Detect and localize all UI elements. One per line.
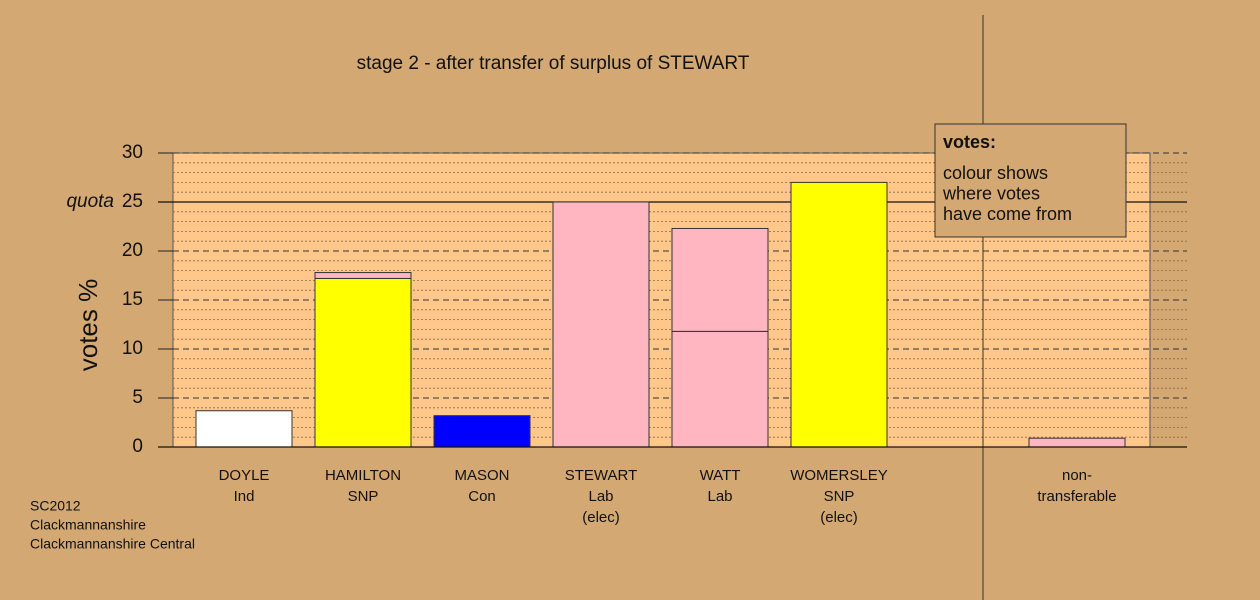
legend-text: where votes (942, 183, 1040, 203)
y-tick-label: 5 (132, 387, 143, 408)
x-tick-label: Con (468, 488, 496, 505)
bar (433, 415, 531, 448)
x-tick-label: transferable (1037, 488, 1116, 505)
x-tick-label: (elec) (582, 509, 620, 526)
x-tick-label: DOYLE (219, 467, 270, 484)
x-tick-label: Ind (234, 488, 255, 505)
x-tick-label: non- (1062, 467, 1092, 484)
legend-box (934, 123, 1127, 238)
footnote: SC2012 (30, 498, 81, 514)
bar (314, 272, 412, 279)
x-tick-label: HAMILTON (325, 467, 401, 484)
legend-text: have come from (943, 204, 1072, 224)
quota-label: quota (66, 191, 114, 212)
x-tick-label: MASON (454, 467, 509, 484)
y-tick-label: 15 (122, 289, 143, 310)
y-tick-label: 20 (122, 240, 143, 261)
bar (790, 181, 888, 448)
plot: 0 5 10 15 20 25 30 quota DOYLE Ind HAMILTON SNP MASO… (66, 15, 1187, 600)
bar (1028, 437, 1126, 448)
bar (671, 227, 769, 332)
x-tick-label: STEWART (565, 467, 638, 484)
x-tick-label: Lab (588, 488, 613, 505)
x-tick-label: SNP (348, 488, 379, 505)
footnote: Clackmannanshire (30, 517, 146, 533)
legend-title: votes: (943, 132, 996, 152)
x-tick-label: WOMERSLEY (790, 467, 888, 484)
bar (195, 410, 293, 448)
footnote: Clackmannanshire Central (30, 536, 195, 552)
y-tick-label: 0 (132, 436, 143, 457)
x-tick-label: WATT (700, 467, 741, 484)
x-tick-label: (elec) (820, 509, 858, 526)
legend-text: colour shows (943, 163, 1048, 183)
bar (671, 330, 769, 448)
y-tick-label: 30 (122, 142, 143, 163)
x-tick-label: SNP (824, 488, 855, 505)
y-tick-label: 25 (122, 191, 143, 212)
chart-title: stage 2 - after transfer of surplus of S… (357, 53, 750, 74)
bar (552, 201, 650, 448)
x-tick-label: Lab (707, 488, 732, 505)
y-tick-label: 10 (122, 338, 143, 359)
bar (314, 277, 412, 448)
y-axis-label: votes % (73, 279, 103, 372)
